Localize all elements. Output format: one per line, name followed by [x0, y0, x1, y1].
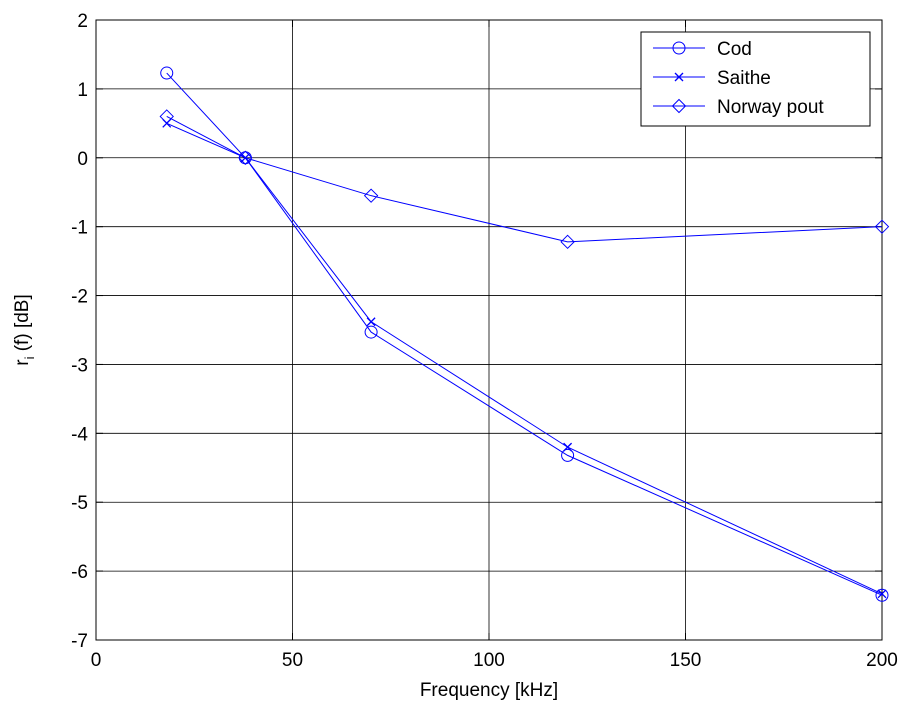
data-point-cod — [561, 448, 575, 462]
data-point-cod — [364, 325, 378, 339]
data-point-saithe — [563, 442, 573, 452]
x-tick-label: 150 — [670, 650, 702, 671]
y-tick-label: -1 — [71, 218, 88, 239]
data-point-saithe — [366, 317, 376, 327]
data-point-cod — [875, 588, 889, 602]
series-line-cod — [166, 72, 883, 596]
data-point-saithe — [877, 589, 887, 599]
x-marker-stroke — [366, 317, 376, 327]
axis-ticks — [95, 19, 883, 641]
x-tick-label: 100 — [473, 650, 505, 671]
x-axis-label: Frequency [kHz] — [420, 680, 558, 701]
legend-marker-saithe — [674, 72, 684, 82]
x-tick-label: 50 — [282, 650, 303, 671]
legend-label-saithe: Saithe — [717, 68, 771, 89]
y-tick-label: -2 — [71, 287, 88, 308]
y-tick-label: 1 — [77, 80, 88, 101]
legend-items: Cod Saithe Norway pout — [653, 39, 824, 118]
series — [159, 66, 890, 602]
y-axis-label: ri (f) [dB] — [12, 294, 37, 366]
data-point-cod — [160, 66, 174, 80]
legend-label-cod: Cod — [717, 39, 752, 60]
legend-item-saithe: Saithe — [653, 68, 771, 89]
series-norway-pout — [159, 109, 890, 250]
y-tick-label: -6 — [71, 562, 88, 583]
y-tick-labels: 2 1 0 -1 -2 -3 -4 -5 -6 -7 — [71, 11, 88, 652]
y-tick-label: -3 — [71, 355, 88, 376]
data-point-norway-pout — [363, 188, 379, 203]
y-tick-label: -7 — [71, 631, 88, 652]
y-axis-label-main: r — [12, 359, 33, 366]
series-line-norway-pout — [166, 116, 883, 243]
legend-marker-norway-pout — [671, 98, 687, 114]
y-tick-label: -4 — [71, 424, 88, 445]
legend-item-norway-pout: Norway pout — [653, 97, 824, 118]
y-tick-label: -5 — [71, 493, 88, 514]
legend-label-norway-pout: Norway pout — [717, 97, 824, 118]
legend-marker-cod — [672, 41, 686, 55]
series-cod — [160, 66, 889, 602]
y-axis-label-rest: (f) [dB] — [12, 294, 33, 356]
data-point-norway-pout — [159, 109, 174, 124]
x-marker-stroke — [674, 72, 684, 82]
data-point-norway-pout — [238, 150, 253, 165]
series-saithe — [162, 118, 887, 599]
x-tick-label: 0 — [91, 650, 102, 671]
x-tick-label: 200 — [866, 650, 898, 671]
series-line-saithe — [166, 122, 883, 595]
legend: Cod Saithe Norway pout — [640, 31, 871, 127]
legend-item-cod: Cod — [653, 39, 752, 60]
data-point-norway-pout — [874, 219, 890, 234]
y-tick-label: 2 — [77, 11, 88, 32]
y-axis-label-subscript: i — [22, 356, 37, 359]
y-tick-label: 0 — [77, 149, 88, 170]
x-tick-labels: 0 50 100 150 200 — [91, 650, 898, 671]
data-point-norway-pout — [560, 234, 575, 250]
x-marker-stroke — [877, 589, 887, 599]
x-marker-stroke — [563, 442, 573, 452]
